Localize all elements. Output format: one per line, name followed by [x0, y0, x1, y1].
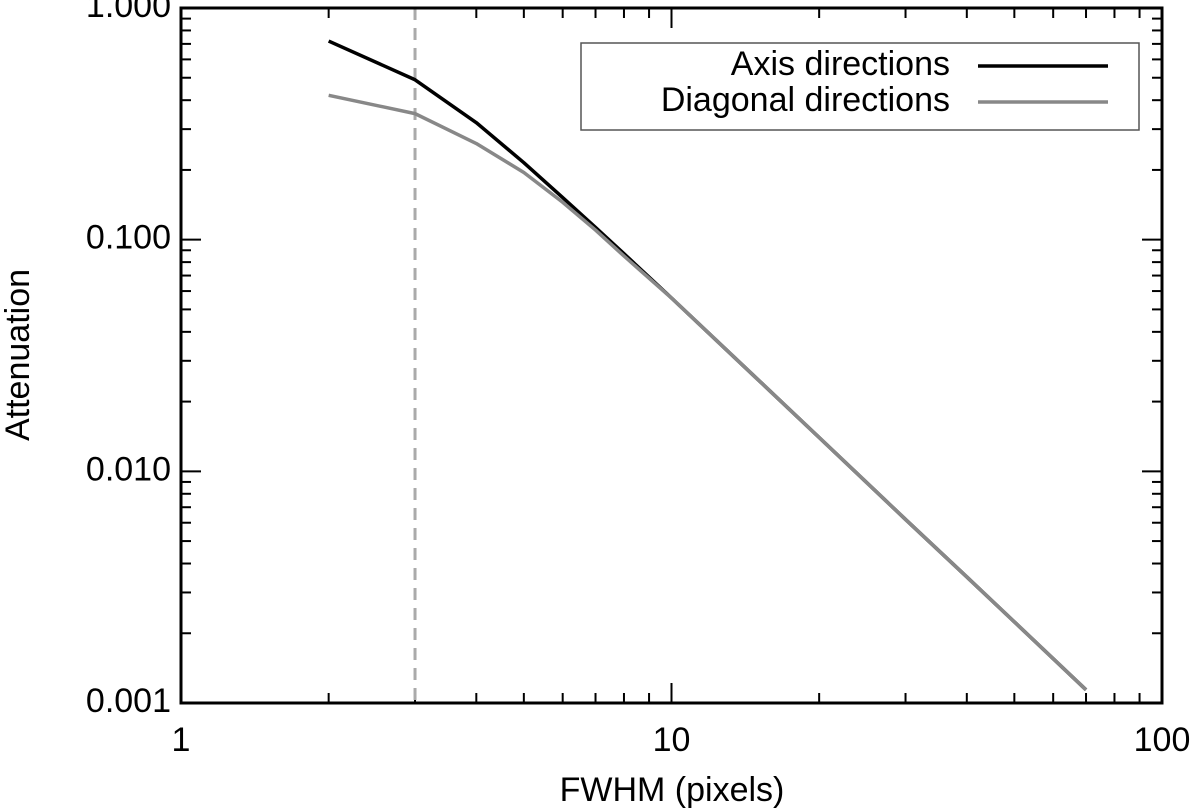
legend-box — [580, 42, 1140, 131]
x-tick-label: 100 — [1134, 721, 1191, 759]
x-tick-label: 1 — [172, 721, 191, 759]
plot-frame — [179, 6, 1164, 705]
y-tick-label: 0.001 — [86, 682, 171, 720]
y-tick-label: 1.000 — [86, 0, 171, 25]
series-line — [328, 93, 1088, 692]
x-tick-label: 10 — [653, 721, 691, 759]
y-tick-label: 0.010 — [86, 450, 171, 488]
y-axis-label: Attenuation — [0, 269, 37, 441]
legend-label: Axis directions — [731, 45, 950, 83]
series-line — [327, 39, 1088, 692]
legend-label: Diagonal directions — [661, 81, 950, 119]
x-axis-label: FWHM (pixels) — [560, 771, 785, 809]
y-tick-label: 0.100 — [86, 219, 171, 257]
